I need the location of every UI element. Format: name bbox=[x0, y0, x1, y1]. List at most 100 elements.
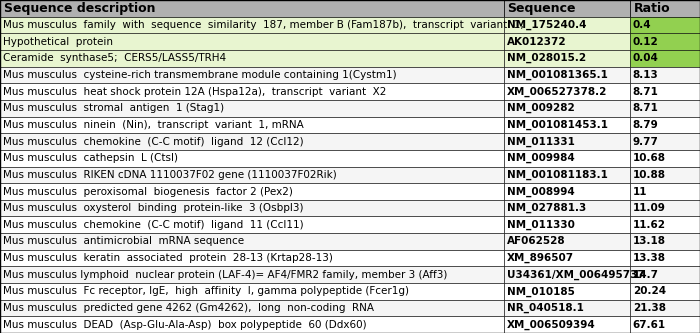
Text: Mus musculus  heat shock protein 12A (Hspa12a),  transcript  variant  X2: Mus musculus heat shock protein 12A (Hsp… bbox=[3, 87, 386, 97]
Text: U34361/XM_006495737: U34361/XM_006495737 bbox=[507, 270, 645, 280]
FancyBboxPatch shape bbox=[504, 83, 630, 100]
Text: 8.79: 8.79 bbox=[633, 120, 659, 130]
FancyBboxPatch shape bbox=[0, 250, 504, 266]
FancyBboxPatch shape bbox=[0, 133, 504, 150]
Text: Mus musculus  cysteine-rich transmembrane module containing 1(Cystm1): Mus musculus cysteine-rich transmembrane… bbox=[3, 70, 396, 80]
Text: XM_006527378.2: XM_006527378.2 bbox=[507, 87, 607, 97]
Text: AK012372: AK012372 bbox=[507, 37, 566, 47]
Text: AF062528: AF062528 bbox=[507, 236, 566, 246]
Text: Mus musculus  chemokine  (C-C motif)  ligand  12 (Ccl12): Mus musculus chemokine (C-C motif) ligan… bbox=[3, 137, 303, 147]
Text: NM_001081183.1: NM_001081183.1 bbox=[507, 170, 608, 180]
FancyBboxPatch shape bbox=[630, 166, 700, 183]
Text: Mus musculus  RIKEN cDNA 1110037F02 gene (1110037F02Rik): Mus musculus RIKEN cDNA 1110037F02 gene … bbox=[3, 170, 337, 180]
Text: NM_011330: NM_011330 bbox=[507, 220, 575, 230]
FancyBboxPatch shape bbox=[630, 266, 700, 283]
Text: Ceramide  synthase5;  CERS5/LASS5/TRH4: Ceramide synthase5; CERS5/LASS5/TRH4 bbox=[3, 53, 226, 63]
Text: Sequence description: Sequence description bbox=[4, 2, 155, 15]
FancyBboxPatch shape bbox=[630, 150, 700, 166]
FancyBboxPatch shape bbox=[630, 283, 700, 300]
FancyBboxPatch shape bbox=[630, 83, 700, 100]
Text: Mus musculus  oxysterol  binding  protein-like  3 (Osbpl3): Mus musculus oxysterol binding protein-l… bbox=[3, 203, 303, 213]
Text: Mus musculus  family  with  sequence  similarity  187, member B (Fam187b),  tran: Mus musculus family with sequence simila… bbox=[3, 20, 524, 30]
FancyBboxPatch shape bbox=[504, 216, 630, 233]
FancyBboxPatch shape bbox=[630, 316, 700, 333]
Text: Mus musculus  antimicrobial  mRNA sequence: Mus musculus antimicrobial mRNA sequence bbox=[3, 236, 244, 246]
FancyBboxPatch shape bbox=[0, 117, 504, 133]
FancyBboxPatch shape bbox=[630, 216, 700, 233]
FancyBboxPatch shape bbox=[0, 266, 504, 283]
Text: 9.77: 9.77 bbox=[633, 137, 659, 147]
FancyBboxPatch shape bbox=[0, 150, 504, 166]
FancyBboxPatch shape bbox=[0, 183, 504, 200]
Text: 8.13: 8.13 bbox=[633, 70, 659, 80]
FancyBboxPatch shape bbox=[504, 100, 630, 117]
Text: 11.09: 11.09 bbox=[633, 203, 666, 213]
FancyBboxPatch shape bbox=[504, 150, 630, 166]
FancyBboxPatch shape bbox=[0, 33, 504, 50]
FancyBboxPatch shape bbox=[630, 300, 700, 316]
Text: NM_008994: NM_008994 bbox=[507, 186, 575, 197]
Text: Mus musculus  peroxisomal  biogenesis  factor 2 (Pex2): Mus musculus peroxisomal biogenesis fact… bbox=[3, 186, 293, 196]
FancyBboxPatch shape bbox=[0, 50, 504, 67]
FancyBboxPatch shape bbox=[504, 33, 630, 50]
Text: NM_001081453.1: NM_001081453.1 bbox=[507, 120, 608, 130]
Text: 67.61: 67.61 bbox=[633, 320, 666, 330]
Text: 8.71: 8.71 bbox=[633, 87, 659, 97]
FancyBboxPatch shape bbox=[504, 300, 630, 316]
FancyBboxPatch shape bbox=[0, 300, 504, 316]
Text: NM_009984: NM_009984 bbox=[507, 153, 575, 164]
Text: Mus musculus  DEAD  (Asp-Glu-Ala-Asp)  box polypeptide  60 (Ddx60): Mus musculus DEAD (Asp-Glu-Ala-Asp) box … bbox=[3, 320, 366, 330]
Text: 13.38: 13.38 bbox=[633, 253, 666, 263]
Text: Ratio: Ratio bbox=[634, 2, 670, 15]
FancyBboxPatch shape bbox=[630, 67, 700, 83]
Text: 21.38: 21.38 bbox=[633, 303, 666, 313]
Text: 10.68: 10.68 bbox=[633, 153, 666, 163]
Text: 0.04: 0.04 bbox=[633, 53, 659, 63]
Text: Mus musculus  stromal  antigen  1 (Stag1): Mus musculus stromal antigen 1 (Stag1) bbox=[3, 103, 224, 113]
Text: 20.24: 20.24 bbox=[633, 286, 666, 296]
FancyBboxPatch shape bbox=[630, 0, 700, 17]
Text: NM_010185: NM_010185 bbox=[507, 286, 575, 296]
FancyBboxPatch shape bbox=[504, 283, 630, 300]
Text: Mus musculus  cathepsin  L (Ctsl): Mus musculus cathepsin L (Ctsl) bbox=[3, 153, 178, 163]
FancyBboxPatch shape bbox=[630, 33, 700, 50]
Text: 13.18: 13.18 bbox=[633, 236, 666, 246]
FancyBboxPatch shape bbox=[504, 250, 630, 266]
FancyBboxPatch shape bbox=[504, 17, 630, 33]
Text: XM_896507: XM_896507 bbox=[507, 253, 574, 263]
Text: 8.71: 8.71 bbox=[633, 103, 659, 113]
Text: Mus musculus  Fc receptor, IgE,  high  affinity  I, gamma polypeptide (Fcer1g): Mus musculus Fc receptor, IgE, high affi… bbox=[3, 286, 409, 296]
FancyBboxPatch shape bbox=[0, 316, 504, 333]
FancyBboxPatch shape bbox=[504, 200, 630, 216]
FancyBboxPatch shape bbox=[0, 17, 504, 33]
Text: NM_009282: NM_009282 bbox=[507, 103, 575, 114]
FancyBboxPatch shape bbox=[0, 83, 504, 100]
Text: NM_028015.2: NM_028015.2 bbox=[507, 53, 586, 64]
FancyBboxPatch shape bbox=[504, 183, 630, 200]
FancyBboxPatch shape bbox=[0, 67, 504, 83]
FancyBboxPatch shape bbox=[0, 0, 504, 17]
FancyBboxPatch shape bbox=[0, 233, 504, 250]
FancyBboxPatch shape bbox=[630, 50, 700, 67]
Text: 0.4: 0.4 bbox=[633, 20, 652, 30]
FancyBboxPatch shape bbox=[630, 133, 700, 150]
Text: Mus musculus  keratin  associated  protein  28-13 (Krtap28-13): Mus musculus keratin associated protein … bbox=[3, 253, 332, 263]
FancyBboxPatch shape bbox=[630, 200, 700, 216]
Text: Sequence: Sequence bbox=[508, 2, 576, 15]
FancyBboxPatch shape bbox=[630, 250, 700, 266]
Text: Mus musculus  chemokine  (C-C motif)  ligand  11 (Ccl11): Mus musculus chemokine (C-C motif) ligan… bbox=[3, 220, 303, 230]
Text: NM_175240.4: NM_175240.4 bbox=[507, 20, 587, 30]
FancyBboxPatch shape bbox=[630, 183, 700, 200]
FancyBboxPatch shape bbox=[504, 266, 630, 283]
Text: NR_040518.1: NR_040518.1 bbox=[507, 303, 584, 313]
Text: NM_011331: NM_011331 bbox=[507, 137, 575, 147]
Text: 11: 11 bbox=[633, 186, 648, 196]
FancyBboxPatch shape bbox=[630, 100, 700, 117]
Text: 0.12: 0.12 bbox=[633, 37, 659, 47]
FancyBboxPatch shape bbox=[504, 166, 630, 183]
Text: NM_001081365.1: NM_001081365.1 bbox=[507, 70, 608, 80]
Text: Mus musculus  ninein  (Nin),  transcript  variant  1, mRNA: Mus musculus ninein (Nin), transcript va… bbox=[3, 120, 304, 130]
FancyBboxPatch shape bbox=[504, 67, 630, 83]
Text: Hypothetical  protein: Hypothetical protein bbox=[3, 37, 113, 47]
Text: Mus musculus lymphoid  nuclear protein (LAF-4)= AF4/FMR2 family, member 3 (Aff3): Mus musculus lymphoid nuclear protein (L… bbox=[3, 270, 447, 280]
